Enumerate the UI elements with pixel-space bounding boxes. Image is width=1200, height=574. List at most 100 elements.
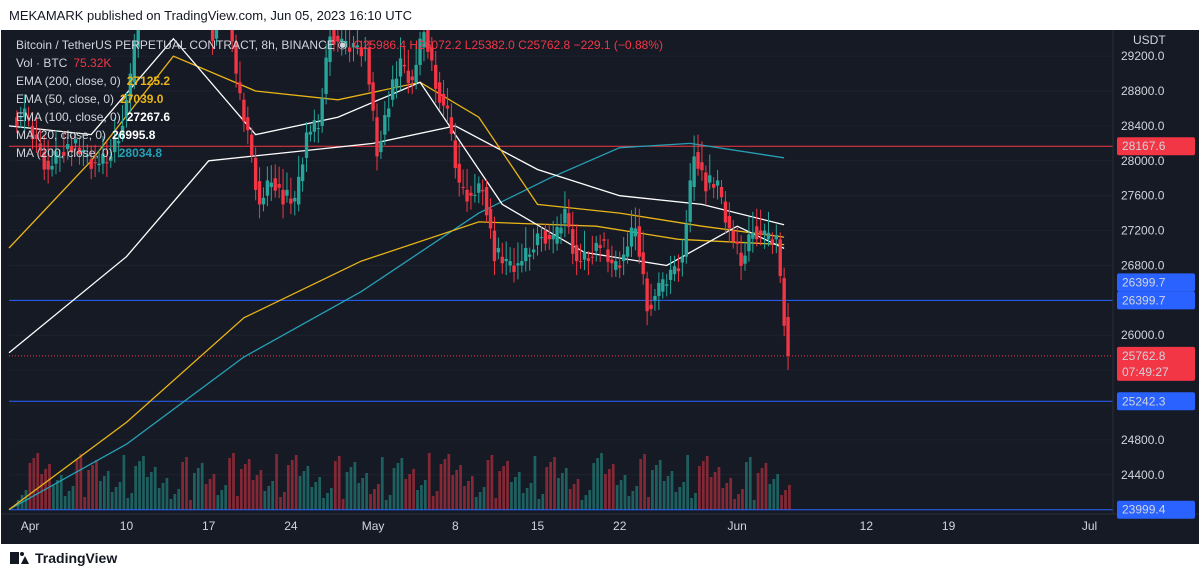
- volume-bar: [506, 461, 509, 510]
- candle-body: [414, 64, 418, 83]
- candle-body: [128, 73, 133, 100]
- candle-body: [567, 213, 571, 227]
- candle-body: [105, 162, 109, 164]
- candle-body: [473, 194, 477, 196]
- candle-body: [719, 186, 724, 198]
- eye-icon[interactable]: ◉: [337, 39, 348, 51]
- indicator-label: MA (20, close, 0): [16, 128, 107, 142]
- volume-bar: [404, 479, 408, 510]
- candle-body: [367, 47, 371, 85]
- candle-body: [696, 152, 700, 169]
- volume-bar: [459, 465, 462, 510]
- volume-bar: [322, 498, 325, 510]
- volume-bar: [302, 471, 306, 510]
- volume-bar: [142, 456, 145, 510]
- volume-bar: [521, 493, 525, 510]
- candle-body: [93, 162, 97, 164]
- volume-bar: [271, 481, 275, 510]
- volume-bar: [384, 500, 388, 510]
- candle-body: [269, 182, 273, 187]
- volume-bar: [651, 470, 654, 510]
- candle-body: [672, 266, 677, 275]
- candle-body: [437, 82, 442, 103]
- volume-bar: [615, 485, 619, 510]
- volume-bar: [416, 490, 419, 510]
- volume-bar: [185, 457, 188, 510]
- candle-body: [332, 30, 336, 45]
- candle-body: [559, 227, 563, 234]
- candle-body: [668, 269, 673, 280]
- publish-header: MEKAMARK published on TradingView.com, J…: [0, 0, 1200, 30]
- volume-bar: [114, 487, 118, 510]
- volume-bar: [396, 463, 400, 510]
- candle-body: [657, 282, 661, 296]
- price-tag-label: 26399.7: [1122, 293, 1166, 307]
- candle-body: [586, 258, 591, 262]
- volume-bar: [181, 462, 184, 510]
- candle-body: [297, 176, 301, 205]
- x-tick-label: 22: [613, 519, 627, 533]
- volume-bar: [525, 488, 529, 510]
- volume-bar: [361, 478, 365, 510]
- volume-bar: [678, 487, 682, 510]
- volume-bar: [709, 477, 713, 510]
- volume-bar: [55, 480, 59, 510]
- volume-bar: [737, 494, 740, 510]
- candle-body: [85, 154, 89, 157]
- price-chart[interactable]: USDT24400.024800.025200.025600.026000.02…: [1, 30, 1199, 544]
- chart-frame[interactable]: USDT24400.024800.025200.025600.026000.02…: [1, 30, 1199, 544]
- candle-body: [344, 40, 348, 48]
- volume-bar: [279, 497, 282, 510]
- volume-bar: [333, 461, 337, 510]
- volume-bar: [701, 461, 705, 510]
- candle-body: [62, 152, 66, 156]
- volume-bar: [467, 481, 470, 510]
- candle-body: [273, 178, 277, 191]
- volume-bar: [216, 495, 220, 510]
- candle-body: [621, 254, 626, 262]
- y-tick-label: 26000.0: [1121, 328, 1165, 342]
- candle-body: [394, 78, 399, 89]
- volume-bar: [517, 472, 521, 510]
- volume-bar: [439, 464, 443, 510]
- price-tag-label: 26399.7: [1122, 275, 1166, 289]
- price-tag: [1117, 273, 1195, 292]
- volume-bar: [220, 490, 224, 510]
- currency-label: USDT: [1133, 33, 1166, 47]
- candle-body: [762, 230, 767, 235]
- x-tick-label: Jul: [1082, 519, 1097, 533]
- candle-body: [571, 229, 575, 254]
- candle-body: [293, 197, 297, 202]
- candle-body: [289, 198, 293, 204]
- candle-body: [516, 263, 520, 266]
- candle-body: [81, 149, 86, 153]
- candle-body: [582, 251, 587, 260]
- candle-body: [543, 230, 548, 244]
- volume-bar: [435, 491, 439, 510]
- volume-bar: [596, 458, 599, 510]
- candle-body: [136, 30, 140, 48]
- price-tags: 28167.6 26399.7 25242.3 23999.4 26399.7 25762…: [1117, 137, 1195, 519]
- tradingview-logo[interactable]: TradingView: [10, 550, 117, 566]
- volume-bar: [572, 484, 576, 510]
- price-tag: [1117, 291, 1195, 310]
- volume-bar: [564, 468, 568, 510]
- candle-body: [312, 120, 317, 132]
- volume-bar: [149, 472, 153, 510]
- volume-bar: [267, 486, 271, 510]
- volume-bar: [345, 472, 349, 510]
- x-tick-label: 24: [284, 519, 298, 533]
- volume-bar: [764, 463, 768, 510]
- candle-body: [539, 237, 544, 239]
- candle-body: [34, 134, 39, 140]
- y-tick-label: 27200.0: [1121, 224, 1165, 238]
- candle-body: [520, 261, 524, 266]
- candle-body: [708, 175, 712, 183]
- indicator-label: EMA (200, close, 0): [16, 74, 121, 88]
- x-tick-label: 17: [202, 519, 216, 533]
- legend-indicator-row: EMA (50, close, 0) 27039.0: [16, 90, 663, 108]
- volume-bar: [494, 498, 498, 510]
- y-tick-label: 27600.0: [1121, 189, 1165, 203]
- volume-bar: [99, 481, 102, 510]
- candle-body: [488, 208, 493, 229]
